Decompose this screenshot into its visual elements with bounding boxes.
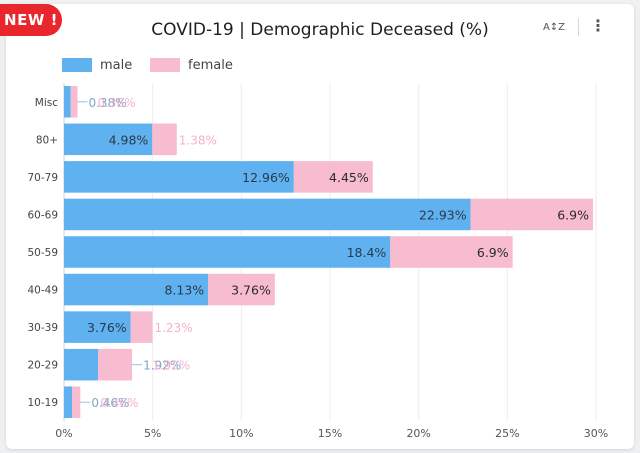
data-label-male: 1.92% xyxy=(143,359,181,373)
x-tick-label: 20% xyxy=(406,427,430,440)
data-label-male: 8.13% xyxy=(164,283,204,298)
bar-male[interactable] xyxy=(64,123,153,156)
x-tick-label: 0% xyxy=(55,427,72,440)
data-label-female: 1.38% xyxy=(179,133,217,147)
category-label: 70-79 xyxy=(27,172,58,184)
bar-male[interactable] xyxy=(64,198,471,231)
x-tick-label: 10% xyxy=(229,427,253,440)
bar-male[interactable] xyxy=(64,348,99,381)
legend-label-female: female xyxy=(188,57,233,73)
category-label: 50-59 xyxy=(27,247,58,259)
legend-swatch-male xyxy=(62,58,92,72)
bar-male[interactable] xyxy=(64,311,131,343)
category-label: 80+ xyxy=(36,134,58,146)
category-label: 10-19 xyxy=(27,397,58,409)
data-label-male: 18.4% xyxy=(347,245,387,260)
data-label-male: 22.93% xyxy=(419,207,467,222)
legend-item-female[interactable]: female xyxy=(150,56,233,74)
bar-female[interactable] xyxy=(293,161,373,193)
new-badge: NEW ! xyxy=(0,4,62,36)
data-label-male: 0.38% xyxy=(88,96,126,110)
category-label: 40-49 xyxy=(27,285,58,297)
data-label-male: 4.98% xyxy=(109,132,149,147)
menu-divider xyxy=(578,18,579,36)
legend-item-male[interactable]: male xyxy=(62,56,132,74)
sort-icon[interactable]: A↕Z xyxy=(542,22,566,33)
x-tick-label: 25% xyxy=(495,427,519,440)
bar-male[interactable] xyxy=(64,161,294,193)
x-tick-label: 5% xyxy=(144,427,161,440)
bar-male[interactable] xyxy=(64,86,71,118)
data-label-female: 3.76% xyxy=(231,283,271,298)
bar-female[interactable] xyxy=(152,123,177,156)
data-label-male: 0.46% xyxy=(91,396,129,410)
category-label: 20-29 xyxy=(27,360,58,372)
data-label-female: 4.45% xyxy=(329,170,369,185)
data-label-male: 12.96% xyxy=(242,170,290,185)
data-label-female: 1.23% xyxy=(154,321,192,335)
bar-male[interactable] xyxy=(64,273,209,306)
data-label-female: 6.9% xyxy=(477,245,509,260)
category-label: 60-69 xyxy=(27,209,58,221)
category-label: Misc xyxy=(35,97,58,109)
bar-male[interactable] xyxy=(64,236,391,268)
data-label-female: 1.92% xyxy=(152,359,190,373)
x-tick-label: 30% xyxy=(584,427,608,440)
data-label-male: 3.76% xyxy=(87,320,127,335)
bar-female[interactable] xyxy=(70,86,78,118)
bar-female[interactable] xyxy=(390,236,513,268)
bar-male[interactable] xyxy=(64,386,73,418)
legend-label-male: male xyxy=(100,57,133,73)
bar-female[interactable] xyxy=(470,198,593,231)
bar-female[interactable] xyxy=(72,386,81,418)
category-label: 30-39 xyxy=(27,322,58,334)
data-label-female: 0.46% xyxy=(100,396,138,410)
more-options-icon[interactable]: ⋮ xyxy=(590,18,606,35)
data-label-female: 6.9% xyxy=(557,207,589,222)
chart-title: COVID-19 | Demographic Deceased (%) xyxy=(151,20,489,40)
data-label-female: 0.38% xyxy=(97,96,135,110)
bar-female[interactable] xyxy=(130,311,153,343)
x-tick-label: 15% xyxy=(318,427,342,440)
legend-swatch-female xyxy=(150,58,180,72)
bar-female[interactable] xyxy=(208,273,275,306)
bar-female[interactable] xyxy=(98,348,133,381)
